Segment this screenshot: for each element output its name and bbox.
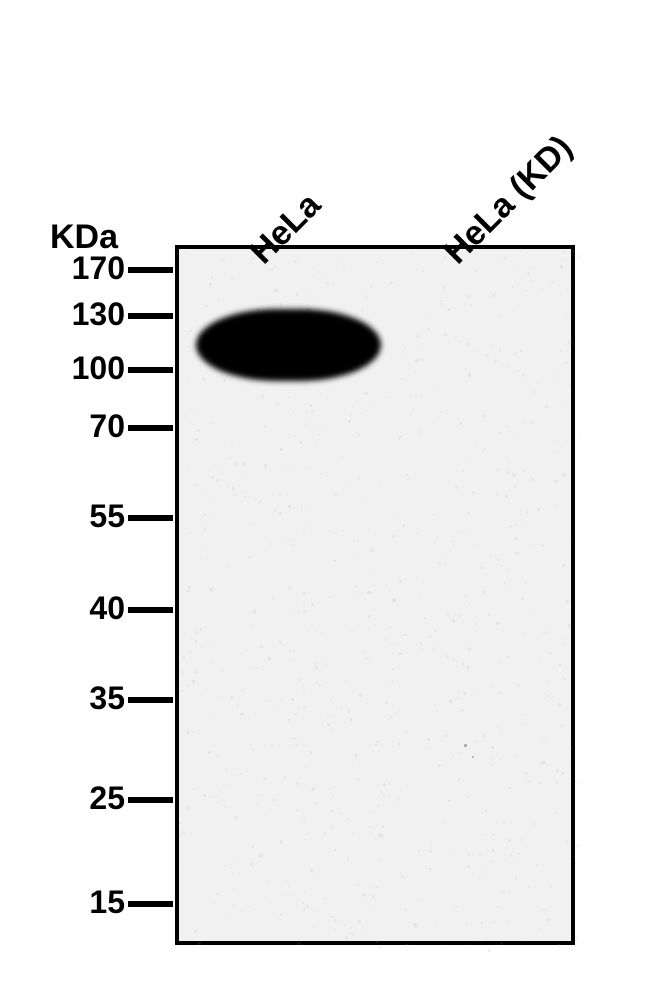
film-speck bbox=[472, 756, 474, 758]
mw-marker-label: 55 bbox=[45, 498, 125, 535]
mw-marker-tick bbox=[128, 425, 173, 431]
mw-marker-label: 100 bbox=[45, 350, 125, 387]
mw-marker-tick bbox=[128, 697, 173, 703]
mw-marker-label: 70 bbox=[45, 408, 125, 445]
mw-marker-tick bbox=[128, 797, 173, 803]
mw-marker-tick bbox=[128, 515, 173, 521]
mw-marker-tick bbox=[128, 313, 173, 319]
mw-marker-tick bbox=[128, 901, 173, 907]
blot-band: HeLa bbox=[196, 309, 381, 381]
mw-marker-label: 15 bbox=[45, 884, 125, 921]
mw-marker-tick bbox=[128, 367, 173, 373]
mw-marker-label: 170 bbox=[45, 250, 125, 287]
mw-marker-tick bbox=[128, 607, 173, 613]
mw-marker-label: 130 bbox=[45, 296, 125, 333]
mw-marker-label: 35 bbox=[45, 680, 125, 717]
film-speck bbox=[464, 744, 467, 747]
mw-marker-tick bbox=[128, 267, 173, 273]
mw-marker-label: 25 bbox=[45, 780, 125, 817]
mw-marker-label: 40 bbox=[45, 590, 125, 627]
blot-membrane: HeLa bbox=[175, 245, 575, 945]
